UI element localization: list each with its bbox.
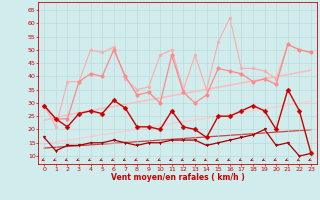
X-axis label: Vent moyen/en rafales ( km/h ): Vent moyen/en rafales ( km/h ) bbox=[111, 173, 244, 182]
